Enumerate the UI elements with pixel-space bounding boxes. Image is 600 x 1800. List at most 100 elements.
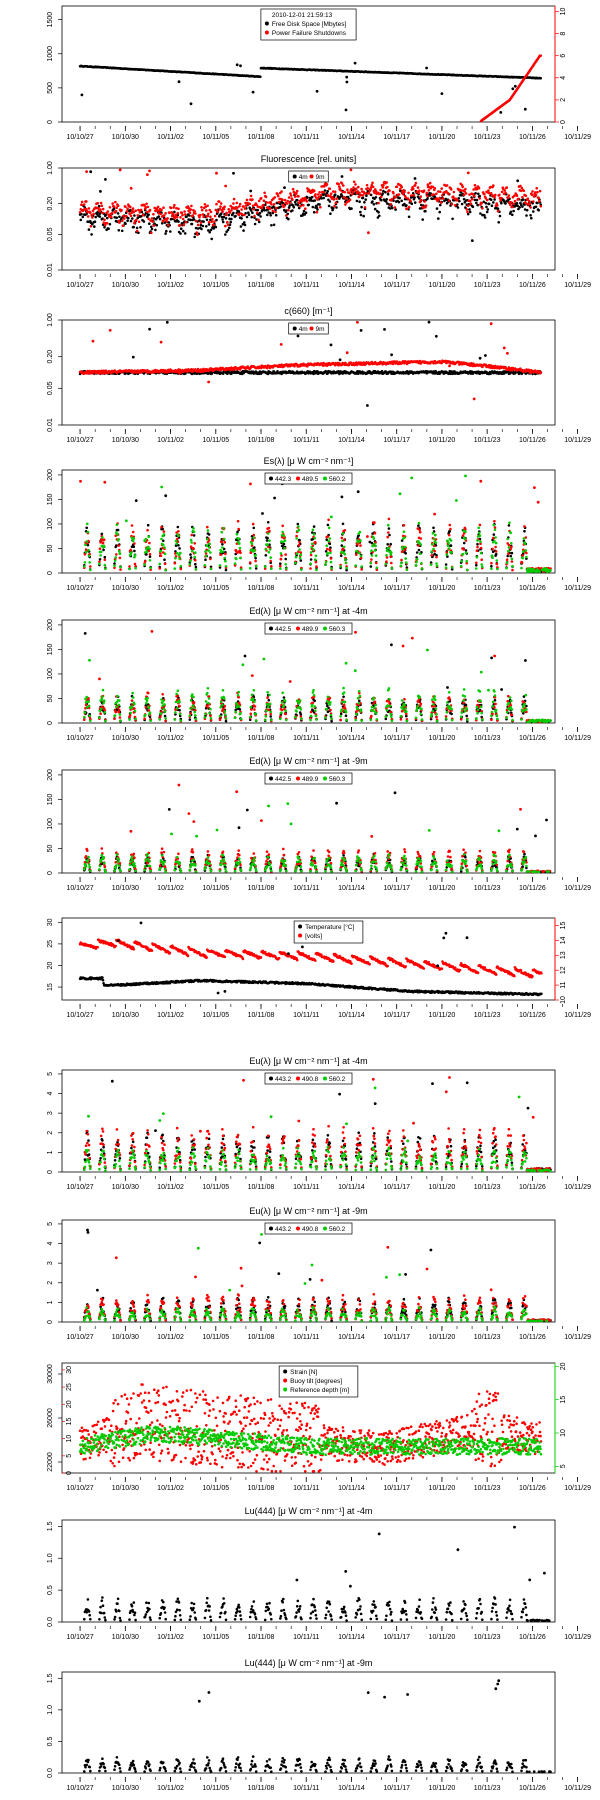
x-tick-label: 10/11/14 [338,134,365,141]
data-point [511,564,514,568]
data-point [485,205,488,209]
data-point [312,189,316,192]
data-point [370,554,374,557]
data-point [243,221,246,224]
data-point [274,206,278,210]
data-point [80,203,83,206]
data-point [203,564,207,567]
data-point [318,203,321,206]
data-point [279,552,283,555]
y-tick-label: 200 [47,619,54,631]
data-point [205,544,208,547]
data-point [400,561,403,565]
data-point [494,541,498,545]
data-point [162,543,165,547]
outlier-point [80,93,84,97]
data-point [245,204,248,207]
data-point [528,202,532,206]
data-point [139,208,143,212]
y-tick-label: 0 [47,721,54,725]
data-point [496,204,499,207]
data-point [404,557,408,560]
data-point [490,564,493,568]
data-point [374,196,378,199]
outlier-point [215,171,218,175]
data-point [537,208,540,212]
data-point [83,561,87,564]
data-point [87,207,91,210]
data-point [222,207,226,211]
data-point [80,200,84,204]
data-point [267,550,271,554]
outlier-point [315,89,319,93]
data-point [462,548,465,551]
outlier-point [466,171,470,175]
data-point [193,235,196,239]
data-point [135,226,139,230]
data-point [207,223,211,226]
data-point [424,209,427,213]
x-tick-label: 10/11/02 [157,585,184,592]
data-point [493,195,496,199]
outlier-point [84,200,88,203]
data-point [538,570,541,573]
data-point [352,186,355,189]
legend-label: 9m [316,174,325,181]
data-point [146,205,150,209]
x-tick-label: 10/11/08 [248,134,275,141]
data-point [206,529,210,532]
data-point [437,217,440,220]
data-point [221,546,224,549]
outlier-point [173,216,177,220]
data-point [413,201,417,204]
x-tick-label: 10/10/30 [112,735,139,742]
data-point [409,194,413,197]
data-point [82,203,86,206]
data-point [521,196,524,199]
data-point [207,221,211,224]
data-point [100,532,104,536]
data-point [158,217,162,221]
data-point [385,554,388,557]
y-tick-label: 6 [560,54,567,58]
data-point [435,192,438,196]
outlier-point [413,177,417,180]
data-point [360,565,364,568]
data-point [150,227,154,231]
data-point [254,208,258,212]
data-point [101,217,104,220]
data-point [105,216,109,220]
data-point [252,536,256,540]
data-point [299,204,302,208]
outlier-point [390,353,393,357]
data-point [476,542,479,546]
data-point [493,528,497,532]
data-point [342,545,346,549]
data-point [325,183,329,186]
data-point [285,214,288,217]
data-point [130,551,133,554]
data-point [298,548,301,551]
data-point [421,218,425,221]
data-point [366,187,370,190]
data-point [268,539,271,542]
data-point [192,534,196,537]
data-point [464,192,468,195]
data-point [487,202,491,206]
data-point [224,568,228,572]
data-point [294,203,298,206]
data-point [434,541,438,544]
data-point [235,557,238,561]
data-point [359,213,363,217]
data-point [505,186,509,189]
data-point [209,218,212,222]
data-point [291,209,294,212]
data-point [154,228,157,232]
data-point [438,210,442,214]
data-point [94,215,97,219]
data-point [414,181,418,185]
data-point [127,216,130,220]
data-point [209,567,213,571]
data-point [351,190,355,194]
data-point [139,226,142,229]
